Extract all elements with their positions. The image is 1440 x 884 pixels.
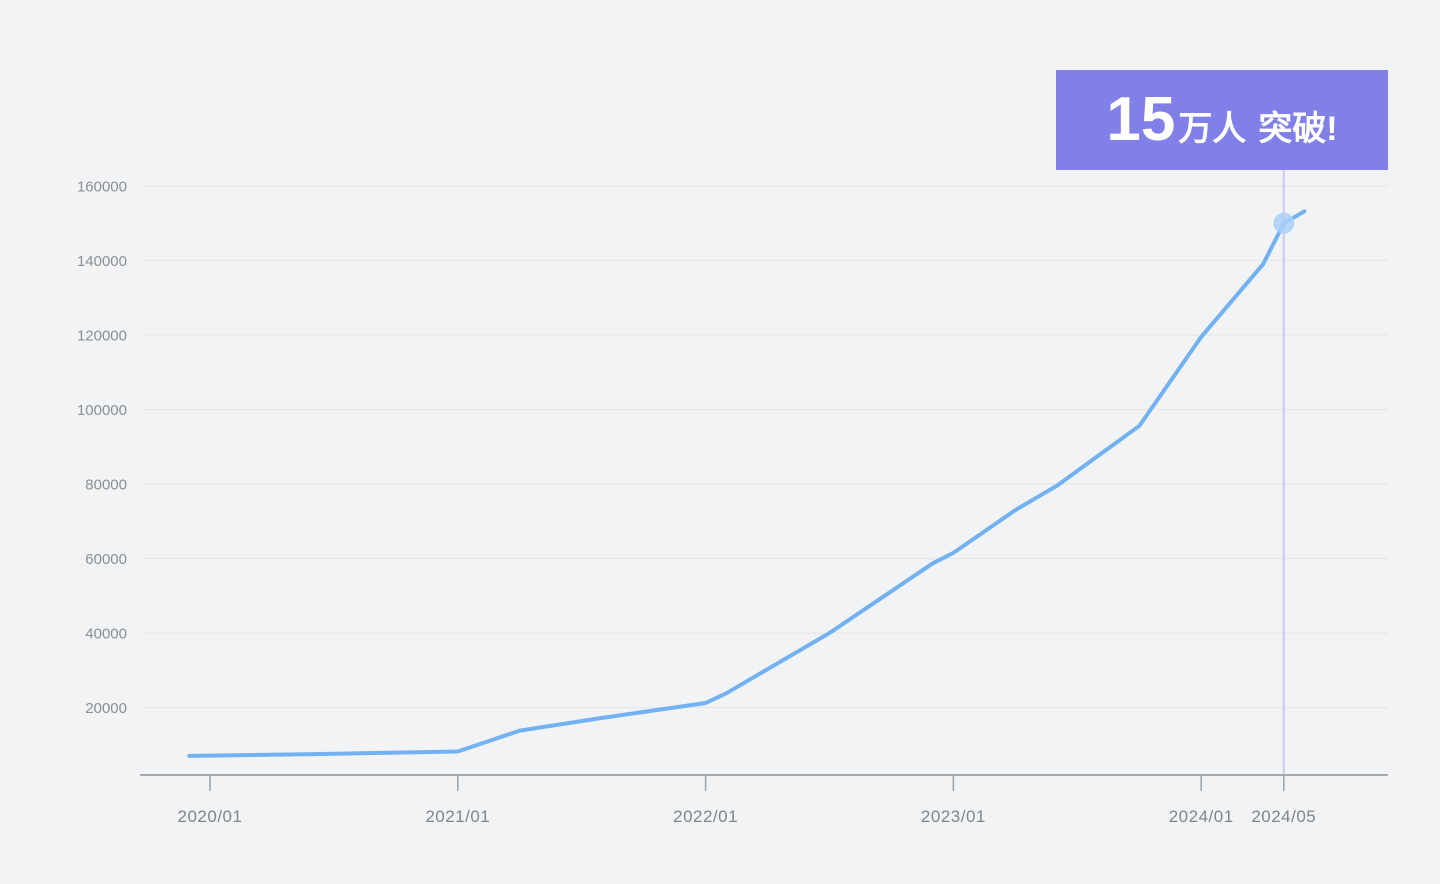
- x-axis-label: 2024/05: [1251, 807, 1316, 826]
- x-axis-ticks: [209, 776, 1285, 791]
- milestone-unit: 万人: [1178, 110, 1247, 148]
- y-axis-label: 20000: [85, 700, 127, 717]
- x-axis-labels: 2020/01 2021/01 2022/01 2023/01 2024/01 2024/…: [178, 807, 1316, 826]
- x-axis-label: 2020/01: [178, 807, 243, 826]
- y-axis-label: 80000: [85, 477, 127, 494]
- y-axis-label: 60000: [85, 551, 127, 568]
- y-axis-label: 120000: [77, 328, 127, 345]
- milestone-label: 突破!: [1258, 110, 1338, 148]
- milestone-number: 15: [1106, 85, 1176, 154]
- x-axis-label: 2021/01: [425, 807, 490, 826]
- data-line: [187, 209, 1307, 758]
- milestone-badge: 15 万人 突破!: [1056, 70, 1388, 170]
- y-axis-label: 160000: [77, 179, 127, 196]
- x-axis-label: 2023/01: [921, 807, 986, 826]
- highlight-dot: [1273, 212, 1295, 234]
- x-axis-label: 2024/01: [1169, 807, 1234, 826]
- y-axis-labels: 20000 40000 60000 80000 100000 120000 140000 16…: [77, 179, 127, 718]
- x-axis-label: 2022/01: [673, 807, 738, 826]
- y-axis-label: 140000: [77, 253, 127, 270]
- gridlines: [142, 185, 1388, 709]
- y-axis-label: 40000: [85, 626, 127, 643]
- y-axis-label: 100000: [77, 402, 127, 419]
